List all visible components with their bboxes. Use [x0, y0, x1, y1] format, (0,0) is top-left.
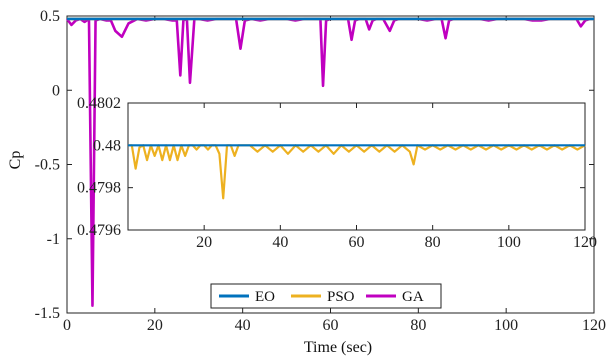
- main-x-tick-label: 100: [494, 317, 518, 334]
- inset-plot: 20 40 60 80 100 120 0.4796 0.4798 0.48 0.4802: [77, 95, 597, 251]
- main-x-tick-label: 80: [410, 317, 426, 334]
- main-x-tick-label: 20: [147, 317, 163, 334]
- main-x-tick-label: 40: [235, 317, 251, 334]
- legend-label-eo: EO: [255, 289, 275, 305]
- main-y-tick-label: -1.5: [35, 305, 60, 322]
- main-y-tick-label: 0: [52, 82, 60, 99]
- main-x-tick-label: 0: [63, 317, 71, 334]
- main-y-tick-label: 0.5: [40, 8, 60, 25]
- legend-box: [210, 283, 442, 309]
- legend-label-ga: GA: [402, 289, 424, 305]
- inset-axes-box: [127, 102, 586, 231]
- inset-y-tick-label: 0.48: [93, 137, 121, 154]
- inset-y-tick-label: 0.4802: [77, 95, 121, 112]
- inset-x-tick-label: 20: [196, 234, 212, 251]
- x-axis-label: Time (sec): [304, 339, 372, 356]
- y-axis-label: Cp: [7, 151, 24, 170]
- inset-x-tick-label: 40: [272, 234, 288, 251]
- inset-x-tick-label: 120: [573, 234, 597, 251]
- main-x-tick-label: 60: [323, 317, 339, 334]
- inset-y-tick-label: 0.4796: [77, 222, 121, 239]
- legend-label-pso: PSO: [327, 289, 355, 305]
- inset-x-tick-label: 60: [349, 234, 365, 251]
- inset-series-pso-line: [128, 144, 586, 200]
- inset-x-tick-label: 100: [497, 234, 521, 251]
- main-y-tick-label: -0.5: [35, 157, 60, 174]
- inset-x-tick-label: 80: [425, 234, 441, 251]
- inset-y-tick-label: 0.4798: [77, 180, 121, 197]
- main-x-tick-label: 120: [582, 317, 606, 334]
- main-y-tick-label: -1: [47, 231, 60, 248]
- legend: EO PSO GA: [210, 283, 442, 309]
